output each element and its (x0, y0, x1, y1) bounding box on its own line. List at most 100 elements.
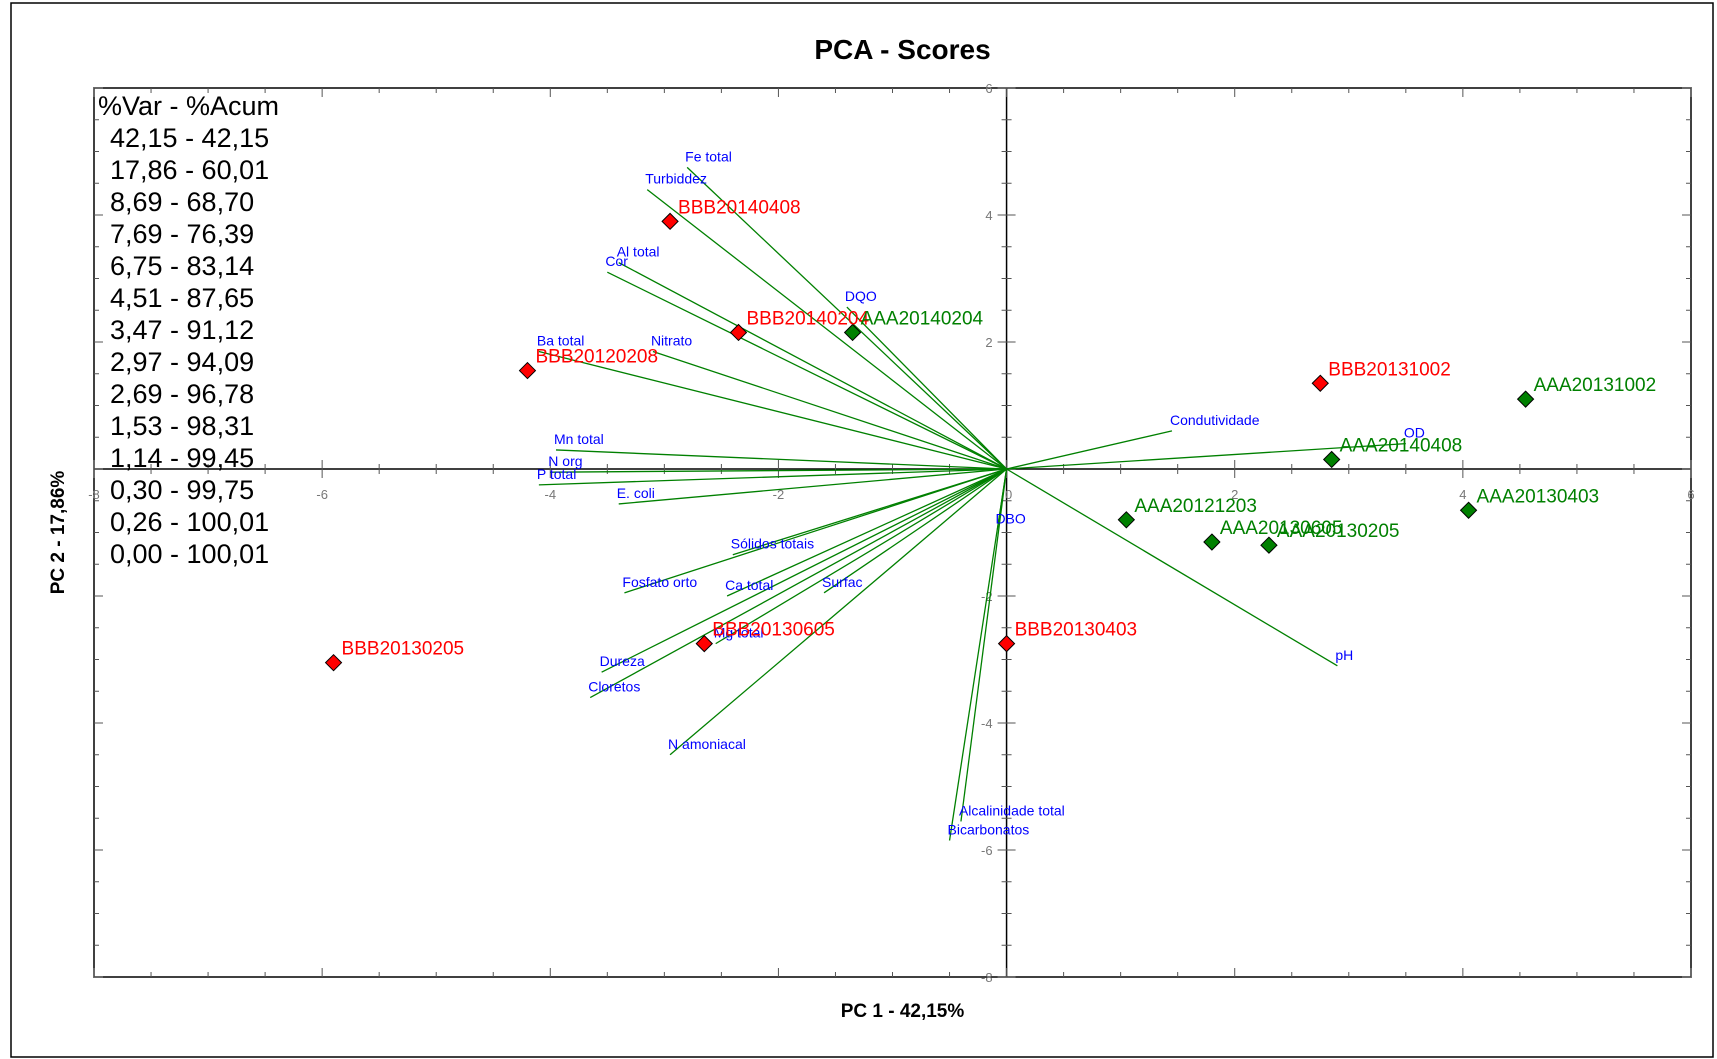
loading-vector (1006, 468, 1338, 667)
variance-row: 2,69 - 96,78 (110, 379, 255, 409)
score-label: BBB20140204 (747, 308, 870, 329)
loading-label: DBO (995, 510, 1025, 526)
y-tick-label: -8 (981, 970, 993, 985)
loading-label: Sólidos totais (731, 536, 814, 552)
score-label: AAA20130605 (1220, 518, 1343, 539)
loading-label: N amoniacal (668, 736, 746, 752)
loading-vector (686, 166, 1008, 470)
loading-label: P total (537, 466, 576, 482)
loading-vector (607, 271, 1007, 470)
loading-label: DQO (845, 288, 877, 304)
loading-vector (823, 468, 1007, 594)
loading-vector (960, 468, 1008, 822)
y-tick-label: -4 (981, 716, 993, 731)
x-tick-label: -2 (773, 487, 785, 502)
loading-label: Al total (617, 244, 660, 260)
y-tick-label: -6 (981, 843, 993, 858)
loading-vector (646, 189, 1007, 470)
y-axis-label: PC 2 - 17,86% (48, 471, 69, 595)
loading-label: Nitrato (651, 333, 692, 349)
score-label: BBB20130605 (712, 620, 835, 641)
loading-vector (618, 468, 1007, 505)
loading-label: pH (1335, 647, 1353, 663)
variance-row: 0,30 - 99,75 (110, 475, 255, 505)
variance-row: 17,86 - 60,01 (110, 155, 270, 185)
loading-vector (726, 468, 1007, 597)
variance-table: %Var - %Acum 42,15 - 42,15 17,86 - 60,01… (98, 90, 279, 570)
y-tick-label: 2 (985, 335, 992, 350)
variance-row: 6,75 - 83,14 (110, 251, 255, 281)
loading-vector (715, 468, 1007, 645)
loading-vector (589, 468, 1007, 699)
loading-vector (948, 468, 1008, 841)
loading-vector (652, 350, 1007, 470)
x-axis-label: PC 1 - 42,15% (841, 1001, 965, 1022)
loading-vector (1006, 430, 1173, 470)
loading-label: Dureza (600, 653, 645, 669)
loading-label: Ca total (725, 577, 773, 593)
loading-label: Fosfato orto (622, 574, 697, 590)
score-label: BBB20130205 (342, 639, 465, 660)
x-tick-label: 6 (1687, 487, 1694, 502)
loading-vector (538, 350, 1007, 470)
score-label: BBB20120208 (535, 347, 658, 368)
loading-label: N org (548, 453, 582, 469)
score-point (1203, 533, 1221, 551)
score-label: AAA20121203 (1134, 496, 1257, 517)
loading-vector (846, 306, 1008, 470)
score-label: AAA20130205 (1277, 521, 1400, 542)
loading-label: Bicarbonatos (948, 821, 1030, 837)
loading-vector (669, 468, 1007, 756)
score-label: BBB20131002 (1328, 359, 1451, 380)
score-label: AAA20131002 (1534, 375, 1657, 396)
score-label: BBB20140408 (678, 197, 801, 218)
score-label: AAA20130403 (1477, 486, 1600, 507)
x-tick-label: 0 (1005, 487, 1012, 502)
loading-label: Cloretos (588, 679, 640, 695)
loading-vector (555, 449, 1007, 470)
variance-row: 1,53 - 98,31 (110, 411, 255, 441)
score-label: BBB20130403 (1015, 620, 1138, 641)
loading-vector (538, 468, 1007, 486)
variance-row: 2,97 - 94,09 (110, 347, 255, 377)
loading-vector (1006, 442, 1406, 470)
variance-row: 3,47 - 91,12 (110, 315, 255, 345)
score-point (729, 323, 748, 342)
score-point (997, 634, 1016, 653)
loading-label: Alcalinidade total (959, 802, 1065, 818)
variance-header: %Var - %Acum (98, 91, 280, 121)
loading-label: Fe total (685, 148, 732, 164)
loading-label: Mn total (554, 431, 604, 447)
score-point (661, 212, 679, 231)
chart-title: PCA - Scores (814, 34, 990, 65)
figure-border (10, 2, 1714, 1058)
score-point (324, 653, 343, 672)
x-tick-label: -8 (88, 487, 100, 502)
loading-label: Condutividade (1170, 412, 1260, 428)
score-point (695, 634, 713, 653)
score-point (843, 323, 862, 342)
loading-label: Surfac (822, 574, 862, 590)
x-tick-label: 2 (1231, 487, 1238, 502)
loading-vector (550, 468, 1007, 473)
loading-vector (601, 468, 1007, 673)
score-point (518, 361, 537, 380)
variance-row: 42,15 - 42,15 (110, 123, 270, 153)
score-point (1516, 390, 1535, 408)
variance-row: 1,14 - 99,45 (110, 443, 255, 473)
loading-label: E. coli (617, 485, 655, 501)
x-tick-label: -6 (316, 487, 328, 502)
y-tick-label: 4 (985, 208, 992, 223)
loading-label: Turbiddez (645, 171, 707, 187)
score-point (1117, 511, 1136, 529)
variance-row: 7,69 - 76,39 (110, 219, 255, 249)
loading-label: Ba total (537, 333, 584, 349)
loading-vector (618, 262, 1007, 470)
variance-row: 4,51 - 87,65 (110, 283, 255, 313)
y-tick-label: 6 (985, 81, 992, 96)
plot-area (93, 87, 1692, 978)
variance-row: 8,69 - 68,70 (110, 187, 255, 217)
score-label: AAA20140408 (1340, 435, 1463, 456)
